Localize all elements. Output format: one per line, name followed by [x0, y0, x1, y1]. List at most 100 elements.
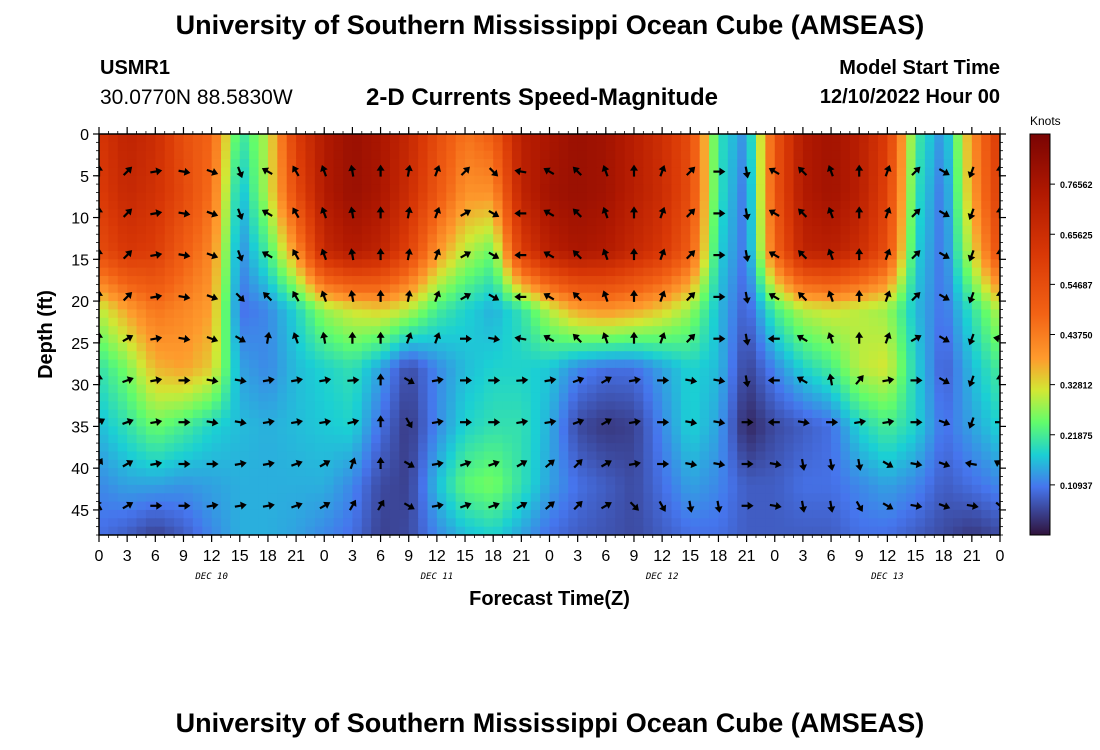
heat-cell [662, 250, 673, 260]
current-arrow [206, 168, 219, 176]
heat-cell [812, 267, 823, 277]
heat-cell [624, 468, 635, 478]
heat-cell [558, 384, 569, 394]
heat-cell [117, 334, 128, 344]
heat-cell [737, 359, 748, 369]
heat-cell [981, 509, 992, 519]
heat-cell [755, 267, 766, 277]
heat-cell [521, 167, 532, 177]
heat-cell [99, 159, 109, 169]
heat-cell [371, 184, 382, 194]
heat-cell [343, 367, 354, 377]
heat-cell [192, 426, 203, 436]
heat-cell [465, 509, 476, 519]
heat-cell [530, 434, 541, 444]
heat-cell [887, 468, 898, 478]
heat-cell [352, 192, 363, 202]
heat-cell [117, 359, 128, 369]
heat-cell [324, 276, 335, 285]
heat-cell [643, 376, 654, 386]
heat-cell [896, 134, 907, 143]
heat-cell [211, 317, 222, 327]
heat-cell [746, 509, 757, 519]
heat-cell [502, 501, 513, 511]
heat-cell [258, 134, 269, 143]
heat-cell [652, 476, 663, 486]
heat-cell [718, 217, 729, 227]
heat-cell [765, 426, 776, 436]
current-arrow [261, 251, 273, 259]
heat-cell [305, 409, 316, 419]
heat-cell [558, 192, 569, 202]
heat-cell [455, 326, 466, 336]
heat-cell [436, 250, 447, 260]
heat-cell [690, 192, 701, 202]
heat-cell [286, 309, 297, 319]
heat-cell [183, 134, 194, 143]
heat-cell [558, 142, 569, 152]
heat-cell [568, 434, 579, 444]
heat-cell [793, 301, 804, 311]
heat-cell [943, 134, 954, 143]
current-arrow [320, 206, 328, 219]
heat-cell [990, 434, 1000, 444]
heat-cell [155, 493, 166, 503]
heat-cell [174, 351, 185, 361]
heat-cell [136, 384, 147, 394]
heat-cell [690, 301, 701, 311]
x-tick-label: 21 [738, 548, 756, 565]
current-arrow [459, 459, 472, 468]
heat-cell [483, 409, 494, 419]
heat-cell [568, 484, 579, 494]
heat-cell [793, 175, 804, 185]
heat-cell [127, 468, 138, 478]
heat-cell [868, 376, 879, 386]
heat-cell [915, 468, 926, 478]
heat-cell [230, 167, 241, 177]
heat-cell [418, 409, 429, 419]
heat-cell [746, 276, 757, 285]
heat-cell [981, 317, 992, 327]
heat-cell [502, 175, 513, 185]
heat-cell [108, 234, 119, 244]
heat-cell [953, 351, 964, 361]
heat-cell [643, 518, 654, 528]
heat-cell [718, 493, 729, 503]
heat-cell [155, 484, 166, 494]
heat-cell [558, 459, 569, 469]
heat-cell [680, 200, 691, 210]
heat-cell [680, 426, 691, 436]
heat-cell [896, 276, 907, 285]
heat-cell [849, 426, 860, 436]
heat-cell [624, 409, 635, 419]
heat-cell [314, 451, 325, 461]
heat-cell [596, 284, 607, 294]
heat-cell [493, 401, 504, 411]
heat-cell [455, 284, 466, 294]
heat-cell [558, 301, 569, 311]
y-tick-label: 0 [80, 127, 89, 144]
heat-cell [127, 509, 138, 519]
heat-cell [953, 409, 964, 419]
colorbar-tick-label: 0.65625 [1060, 230, 1093, 240]
current-arrow [714, 500, 723, 513]
heat-cell [249, 484, 260, 494]
heat-cell [840, 184, 851, 194]
heat-cell [755, 392, 766, 402]
heat-cell [793, 342, 804, 352]
heat-cell [361, 234, 372, 244]
heat-cell [446, 493, 457, 503]
heat-cell [164, 234, 175, 244]
heat-cell [408, 334, 419, 344]
heat-cell [286, 134, 297, 143]
heat-cell [690, 443, 701, 453]
heat-cell [221, 326, 231, 336]
heat-cell [211, 134, 222, 143]
heat-cell [483, 484, 494, 494]
heat-cell [296, 501, 307, 511]
heat-cell [155, 200, 166, 210]
heat-cell [305, 443, 316, 453]
heat-cell [436, 150, 447, 160]
heat-cell [755, 493, 766, 503]
heat-cell [314, 518, 325, 528]
